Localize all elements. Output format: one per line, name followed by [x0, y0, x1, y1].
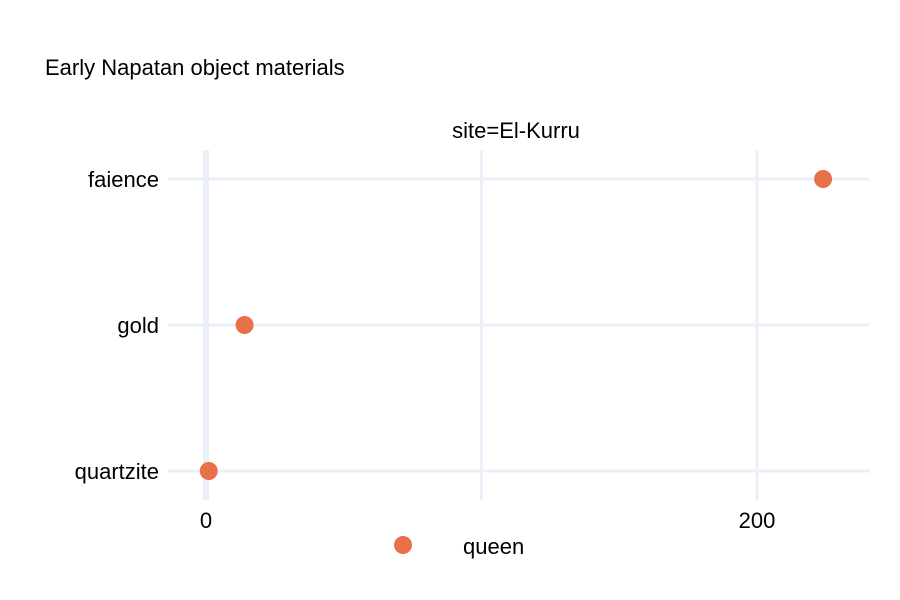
y-tick-label-faience: faience — [88, 167, 159, 192]
legend-marker-queen — [394, 536, 412, 554]
y-tick-label-gold: gold — [117, 313, 159, 338]
chart-title: Early Napatan object materials — [45, 55, 345, 80]
x-tick-label-200: 200 — [739, 508, 776, 533]
point-quartzite — [199, 462, 218, 480]
point-gold — [235, 316, 254, 334]
facet-label: site=El-Kurru — [452, 118, 580, 143]
legend-label-queen: queen — [463, 534, 524, 559]
point-faience — [814, 170, 833, 188]
points-layer — [199, 170, 833, 480]
labels-layer: faience gold quartzite 0 200 — [75, 167, 776, 533]
grid-layer — [168, 150, 870, 500]
x-tick-label-0: 0 — [200, 508, 212, 533]
y-tick-label-quartzite: quartzite — [75, 459, 159, 484]
legend: queen — [394, 534, 524, 559]
